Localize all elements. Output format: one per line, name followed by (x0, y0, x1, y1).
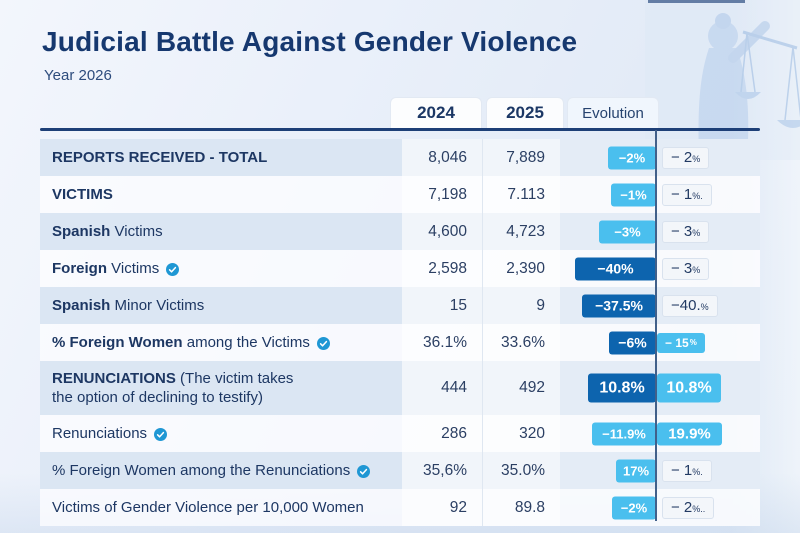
row-label: % Foreign Women among the Victims (40, 324, 402, 361)
evolution-bar-badge: −1% (611, 183, 656, 206)
check-badge-icon (154, 427, 168, 441)
evolution-bar-badge: −37.5% (582, 294, 656, 317)
evolution-cell: −2% − 2% (560, 139, 760, 176)
table-row: % Foreign Women among the Renunciations 3… (40, 452, 760, 489)
row-label-text: % Foreign Women among the Renunciations (52, 462, 351, 479)
table-row: Victims of Gender Violence per 10,000 Wo… (40, 489, 760, 526)
value-2024: 36.1% (402, 324, 482, 361)
table-row: Spanish Minor Victims 15 9 −37.5% −40.% (40, 287, 760, 324)
value-2025: 7,889 (482, 139, 560, 176)
table-row: Spanish Victims 4,600 4,723 −3% − 3% (40, 213, 760, 250)
table-header: 2024 2025 Evolution (40, 95, 760, 128)
check-badge-icon (357, 464, 371, 478)
value-2024: 286 (402, 415, 482, 452)
evolution-bar-badge: −6% (609, 331, 656, 354)
table-rows: REPORTS RECEIVED - TOTAL 8,046 7,889 −2% − 2… (40, 130, 760, 526)
page-title: Judicial Battle Against Gender Violence (42, 26, 578, 57)
evolution-bar-badge: −2% (608, 146, 656, 169)
row-label: % Foreign Women among the Renunciations (40, 452, 402, 489)
value-2025: 35.0% (482, 452, 560, 489)
evolution-secondary-label: − 3% (662, 257, 710, 280)
check-badge-icon (316, 336, 330, 350)
evolution-bar-badge: −3% (599, 220, 656, 243)
table-row: VICTIMS 7,198 7.113 −1% − 1%. (40, 176, 760, 213)
evolution-axis-line (655, 130, 657, 521)
table-row: RENUNCIATIONS (The victim takes the optio… (40, 361, 760, 415)
table-row: % Foreign Women among the Victims 36.1% 33… (40, 324, 760, 361)
row-label: Foreign Victims (40, 250, 402, 287)
row-label-text: Renunciations (52, 425, 148, 442)
row-label: Spanish Minor Victims (40, 287, 402, 324)
value-2025: 492 (482, 361, 560, 415)
top-navy-strip (648, 0, 745, 3)
row-label: Renunciations (40, 415, 402, 452)
evolution-cell: 10.8% 10.8% (560, 361, 760, 415)
evolution-secondary-badge: − 15% (657, 332, 705, 353)
value-2025: 7.113 (482, 176, 560, 213)
row-label-text: Victims of Gender Violence per 10,000 Wo… (52, 499, 364, 516)
value-2024: 15 (402, 287, 482, 324)
row-label-text: VICTIMS (52, 186, 113, 203)
value-2025: 9 (482, 287, 560, 324)
evolution-cell: 17% − 1%. (560, 452, 760, 489)
row-label: REPORTS RECEIVED - TOTAL (40, 139, 402, 176)
row-label-text: % Foreign Women among the Victims (52, 334, 310, 351)
statistics-table: 2024 2025 Evolution REPORTS RECEIVED - T… (40, 95, 760, 526)
row-label-text: Foreign Victims (52, 260, 160, 277)
row-label: Victims of Gender Violence per 10,000 Wo… (40, 489, 402, 526)
row-label: Spanish Victims (40, 213, 402, 250)
evolution-secondary-label: −40.% (662, 294, 718, 317)
evolution-secondary-badge: 10.8% (657, 373, 721, 403)
value-2025: 33.6% (482, 324, 560, 361)
evolution-cell: −37.5% −40.% (560, 287, 760, 324)
row-label-text: Spanish Minor Victims (52, 297, 205, 314)
evolution-secondary-badge: 19.9% (657, 422, 722, 445)
table-row: REPORTS RECEIVED - TOTAL 8,046 7,889 −2% − 2… (40, 139, 760, 176)
evolution-bar-badge: 10.8% (588, 373, 656, 403)
page-subtitle: Year 2026 (44, 67, 112, 84)
evolution-secondary-label: − 2% (662, 146, 710, 169)
evolution-cell: −11.9% 19.9% (560, 415, 760, 452)
value-2024: 444 (402, 361, 482, 415)
evolution-cell: −3% − 3% (560, 213, 760, 250)
table-row: Renunciations 286 320 −11.9% 19.9% (40, 415, 760, 452)
column-header-2025: 2025 (486, 97, 564, 128)
row-label-text: Spanish Victims (52, 223, 163, 240)
evolution-bar-badge: −2% (612, 496, 656, 519)
value-2025: 4,723 (482, 213, 560, 250)
value-2024: 92 (402, 489, 482, 526)
row-label: VICTIMS (40, 176, 402, 213)
evolution-bar-badge: −40% (575, 257, 656, 280)
header-underline (40, 128, 760, 131)
value-2024: 4,600 (402, 213, 482, 250)
evolution-secondary-label: − 2%.. (662, 496, 715, 519)
column-header-2024: 2024 (390, 97, 482, 128)
value-2024: 8,046 (402, 139, 482, 176)
evolution-cell: −2% − 2%.. (560, 489, 760, 526)
evolution-secondary-label: − 1%. (662, 183, 712, 206)
row-label: RENUNCIATIONS (The victim takes the optio… (40, 361, 402, 415)
evolution-secondary-label: − 3% (662, 220, 710, 243)
column-header-evolution: Evolution (567, 97, 659, 128)
evolution-cell: −1% − 1%. (560, 176, 760, 213)
table-row: Foreign Victims 2,598 2,390 −40% − 3% (40, 250, 760, 287)
evolution-cell: −6% − 15% (560, 324, 760, 361)
evolution-cell: −40% − 3% (560, 250, 760, 287)
row-label-text: REPORTS RECEIVED - TOTAL (52, 149, 268, 166)
row-label-text: RENUNCIATIONS (The victim takes the optio… (52, 370, 294, 406)
value-2025: 2,390 (482, 250, 560, 287)
value-2025: 320 (482, 415, 560, 452)
evolution-bar-badge: 17% (616, 459, 656, 482)
evolution-secondary-label: − 1%. (662, 459, 712, 482)
evolution-bar-badge: −11.9% (592, 422, 656, 445)
value-2025: 89.8 (482, 489, 560, 526)
value-2024: 35,6% (402, 452, 482, 489)
check-badge-icon (166, 262, 180, 276)
value-2024: 7,198 (402, 176, 482, 213)
value-2024: 2,598 (402, 250, 482, 287)
